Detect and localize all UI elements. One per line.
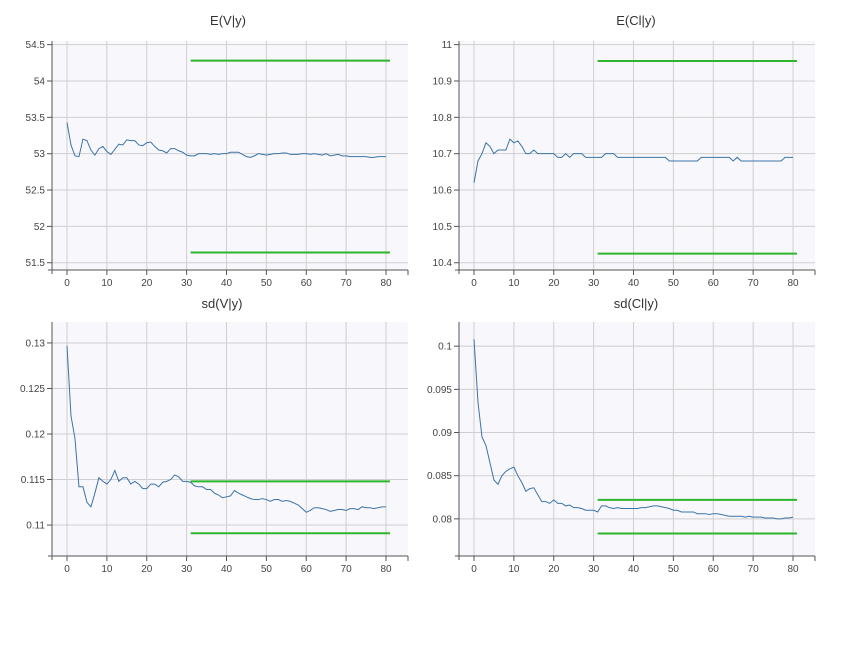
y-tick-label: 10.7 bbox=[433, 149, 453, 160]
x-tick-label: 60 bbox=[708, 564, 720, 575]
x-tick-label: 10 bbox=[101, 564, 113, 575]
series-line bbox=[66, 345, 386, 513]
x-tick-label: 50 bbox=[668, 278, 680, 289]
y-tick-label: 0.11 bbox=[26, 521, 45, 532]
chart-title: E(V|y) bbox=[210, 13, 246, 28]
series-line bbox=[66, 122, 386, 158]
y-tick-label: 0.085 bbox=[427, 471, 452, 482]
y-tick-label: 0.115 bbox=[21, 475, 46, 486]
x-tick-label: 80 bbox=[380, 564, 392, 575]
plot-area bbox=[459, 41, 815, 270]
x-tick-label: 10 bbox=[508, 278, 520, 289]
y-tick-label: 54.5 bbox=[26, 40, 46, 51]
series-line bbox=[473, 339, 794, 520]
x-tick-label: 30 bbox=[588, 278, 600, 289]
x-tick-label: 10 bbox=[101, 278, 113, 289]
x-tick-label: 20 bbox=[141, 278, 153, 289]
x-tick-label: 70 bbox=[748, 278, 760, 289]
x-tick-label: 20 bbox=[548, 278, 560, 289]
y-tick-label: 0.095 bbox=[427, 385, 452, 396]
x-tick-label: 20 bbox=[548, 564, 560, 575]
x-tick-label: 80 bbox=[380, 278, 392, 289]
plot-area bbox=[459, 322, 815, 556]
y-tick-label: 53.5 bbox=[26, 113, 46, 124]
y-tick-label: 10.5 bbox=[433, 222, 453, 233]
chart-title: E(Cl|y) bbox=[616, 13, 655, 28]
x-tick-label: 80 bbox=[787, 278, 799, 289]
y-tick-label: 0.125 bbox=[20, 384, 45, 395]
x-tick-label: 70 bbox=[341, 564, 353, 575]
x-tick-label: 0 bbox=[471, 278, 477, 289]
y-tick-label: 0.12 bbox=[26, 429, 46, 440]
y-tick-label: 0.13 bbox=[26, 338, 46, 349]
x-tick-label: 30 bbox=[588, 564, 600, 575]
plot-area bbox=[52, 41, 408, 270]
x-tick-label: 30 bbox=[181, 564, 193, 575]
x-tick-label: 20 bbox=[141, 564, 153, 575]
x-tick-label: 40 bbox=[628, 278, 640, 289]
x-tick-label: 50 bbox=[668, 564, 680, 575]
y-tick-label: 0.08 bbox=[433, 514, 453, 525]
y-tick-label: 10.6 bbox=[433, 186, 453, 197]
y-tick-label: 53 bbox=[34, 149, 46, 160]
x-tick-label: 60 bbox=[708, 278, 720, 289]
chart-panel-0: E(V|y) 0 10 20 30 40 50 60 70 80 51.5 52 52.5 53 53.5 5… bbox=[26, 13, 409, 289]
chart-panel-2: sd(V|y) 0 10 20 30 40 50 60 70 80 0.11 0.115 0.12 0.1… bbox=[20, 296, 409, 575]
chart-panel-3: sd(Cl|y) 0 10 20 30 40 50 60 70 80 0.08 0.085 0.09 0.… bbox=[427, 296, 816, 575]
x-tick-label: 50 bbox=[261, 564, 273, 575]
x-tick-label: 60 bbox=[301, 278, 313, 289]
chart-title: sd(V|y) bbox=[202, 296, 243, 311]
y-tick-label: 52.5 bbox=[26, 186, 46, 197]
y-tick-label: 0.1 bbox=[438, 342, 452, 353]
x-tick-label: 50 bbox=[261, 278, 273, 289]
x-tick-label: 80 bbox=[787, 564, 799, 575]
y-tick-label: 54 bbox=[34, 76, 46, 87]
x-tick-label: 40 bbox=[221, 564, 233, 575]
y-tick-label: 10.4 bbox=[433, 258, 453, 269]
x-tick-label: 40 bbox=[628, 564, 640, 575]
y-tick-label: 10.9 bbox=[433, 76, 453, 87]
x-tick-label: 60 bbox=[301, 564, 313, 575]
x-tick-label: 0 bbox=[64, 564, 70, 575]
chart-title: sd(Cl|y) bbox=[614, 296, 659, 311]
x-tick-label: 70 bbox=[748, 564, 760, 575]
y-tick-label: 0.09 bbox=[433, 428, 453, 439]
x-tick-label: 10 bbox=[508, 564, 520, 575]
x-tick-label: 40 bbox=[221, 278, 233, 289]
y-tick-label: 10.8 bbox=[433, 113, 453, 124]
chart-panel-1: E(Cl|y) 0 10 20 30 40 50 60 70 80 10.4 10.5 10.6 10.7… bbox=[433, 13, 816, 289]
y-tick-label: 11 bbox=[442, 40, 453, 51]
x-tick-label: 70 bbox=[341, 278, 353, 289]
x-tick-label: 30 bbox=[181, 278, 193, 289]
x-tick-label: 0 bbox=[64, 278, 70, 289]
plot-area bbox=[52, 322, 408, 556]
y-tick-label: 52 bbox=[34, 222, 46, 233]
series-line bbox=[473, 138, 793, 183]
x-tick-label: 0 bbox=[471, 564, 477, 575]
y-tick-label: 51.5 bbox=[26, 258, 46, 269]
